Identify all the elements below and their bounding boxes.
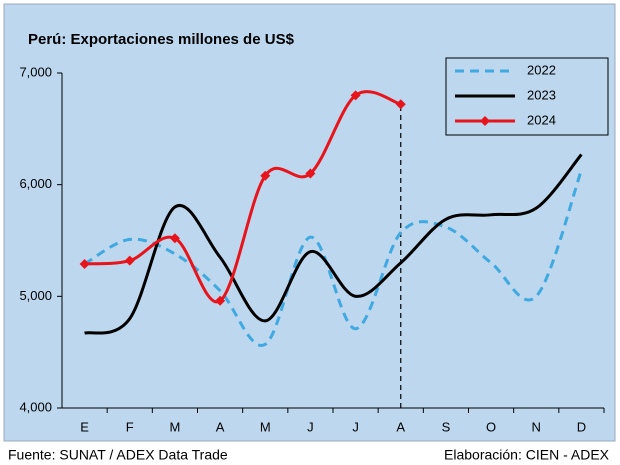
chart-title: Perú: Exportaciones millones de US$ <box>28 31 295 48</box>
point-marker <box>305 168 316 179</box>
point-marker <box>124 255 135 266</box>
point-marker <box>350 90 361 101</box>
x-tick-label: O <box>486 419 496 434</box>
point-marker <box>395 99 406 110</box>
series-line <box>84 90 402 304</box>
legend-label: 2024 <box>527 112 556 127</box>
legend-label: 2022 <box>527 62 556 77</box>
x-tick-label: F <box>126 419 134 434</box>
x-tick-label: M <box>260 419 271 434</box>
x-tick-label: J <box>307 419 314 434</box>
x-tick-label: M <box>169 419 180 434</box>
x-tick-label: A <box>216 419 225 434</box>
y-tick-label: 5,000 <box>19 288 52 303</box>
y-tick-label: 7,000 <box>19 64 52 79</box>
source: Fuente: SUNAT / ADEX Data Trade <box>8 447 228 463</box>
credit: Elaboración: CIEN - ADEX <box>444 447 610 463</box>
legend-label: 2023 <box>527 87 556 102</box>
series-line <box>84 153 583 335</box>
x-tick-label: J <box>352 419 359 434</box>
series-line <box>83 169 583 347</box>
x-tick-label: D <box>577 419 586 434</box>
point-marker <box>215 295 226 306</box>
point-marker <box>260 170 271 181</box>
x-tick-label: A <box>396 419 405 434</box>
point-marker <box>79 258 90 269</box>
y-tick-label: 4,000 <box>19 399 52 414</box>
y-tick-label: 6,000 <box>19 176 52 191</box>
x-tick-label: E <box>80 419 89 434</box>
point-marker <box>169 233 180 244</box>
x-tick-label: N <box>532 419 541 434</box>
legend-marker <box>480 116 490 126</box>
x-tick-label: S <box>442 419 451 434</box>
